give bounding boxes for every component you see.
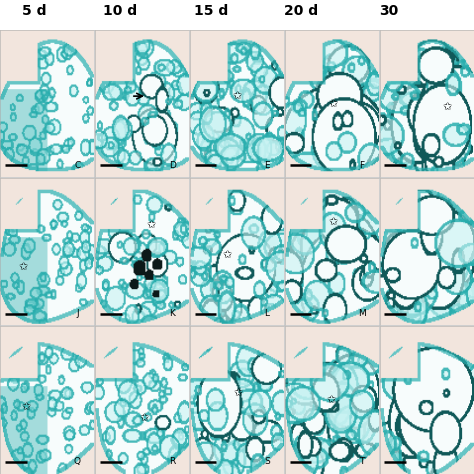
Text: 30: 30: [379, 4, 398, 18]
Text: S: S: [264, 457, 270, 466]
Text: ✩: ✩: [327, 395, 337, 405]
Text: ✩: ✩: [329, 99, 338, 109]
Text: K: K: [169, 309, 175, 318]
Text: D: D: [169, 161, 176, 170]
Text: T: T: [359, 457, 365, 466]
Text: 20 d: 20 d: [284, 4, 318, 18]
Text: R: R: [169, 457, 175, 466]
Text: ✩: ✩: [232, 91, 242, 101]
Text: ✩: ✩: [443, 101, 452, 111]
Text: M: M: [358, 309, 366, 318]
Text: 10 d: 10 d: [103, 4, 137, 18]
Text: ✩: ✩: [223, 250, 232, 260]
Text: ✩: ✩: [147, 220, 156, 230]
Text: ✩: ✩: [19, 262, 28, 272]
Text: 5 d: 5 d: [22, 4, 46, 18]
Text: J: J: [76, 309, 79, 318]
Text: 15 d: 15 d: [194, 4, 228, 18]
Text: ✩: ✩: [22, 402, 31, 412]
Text: L: L: [264, 309, 270, 318]
Text: ✩: ✩: [329, 217, 338, 227]
Text: E: E: [264, 161, 270, 170]
Text: F: F: [359, 161, 365, 170]
Text: ✩: ✩: [139, 412, 149, 422]
Text: ✩: ✩: [234, 388, 244, 398]
Text: Q: Q: [74, 457, 81, 466]
Text: C: C: [74, 161, 81, 170]
